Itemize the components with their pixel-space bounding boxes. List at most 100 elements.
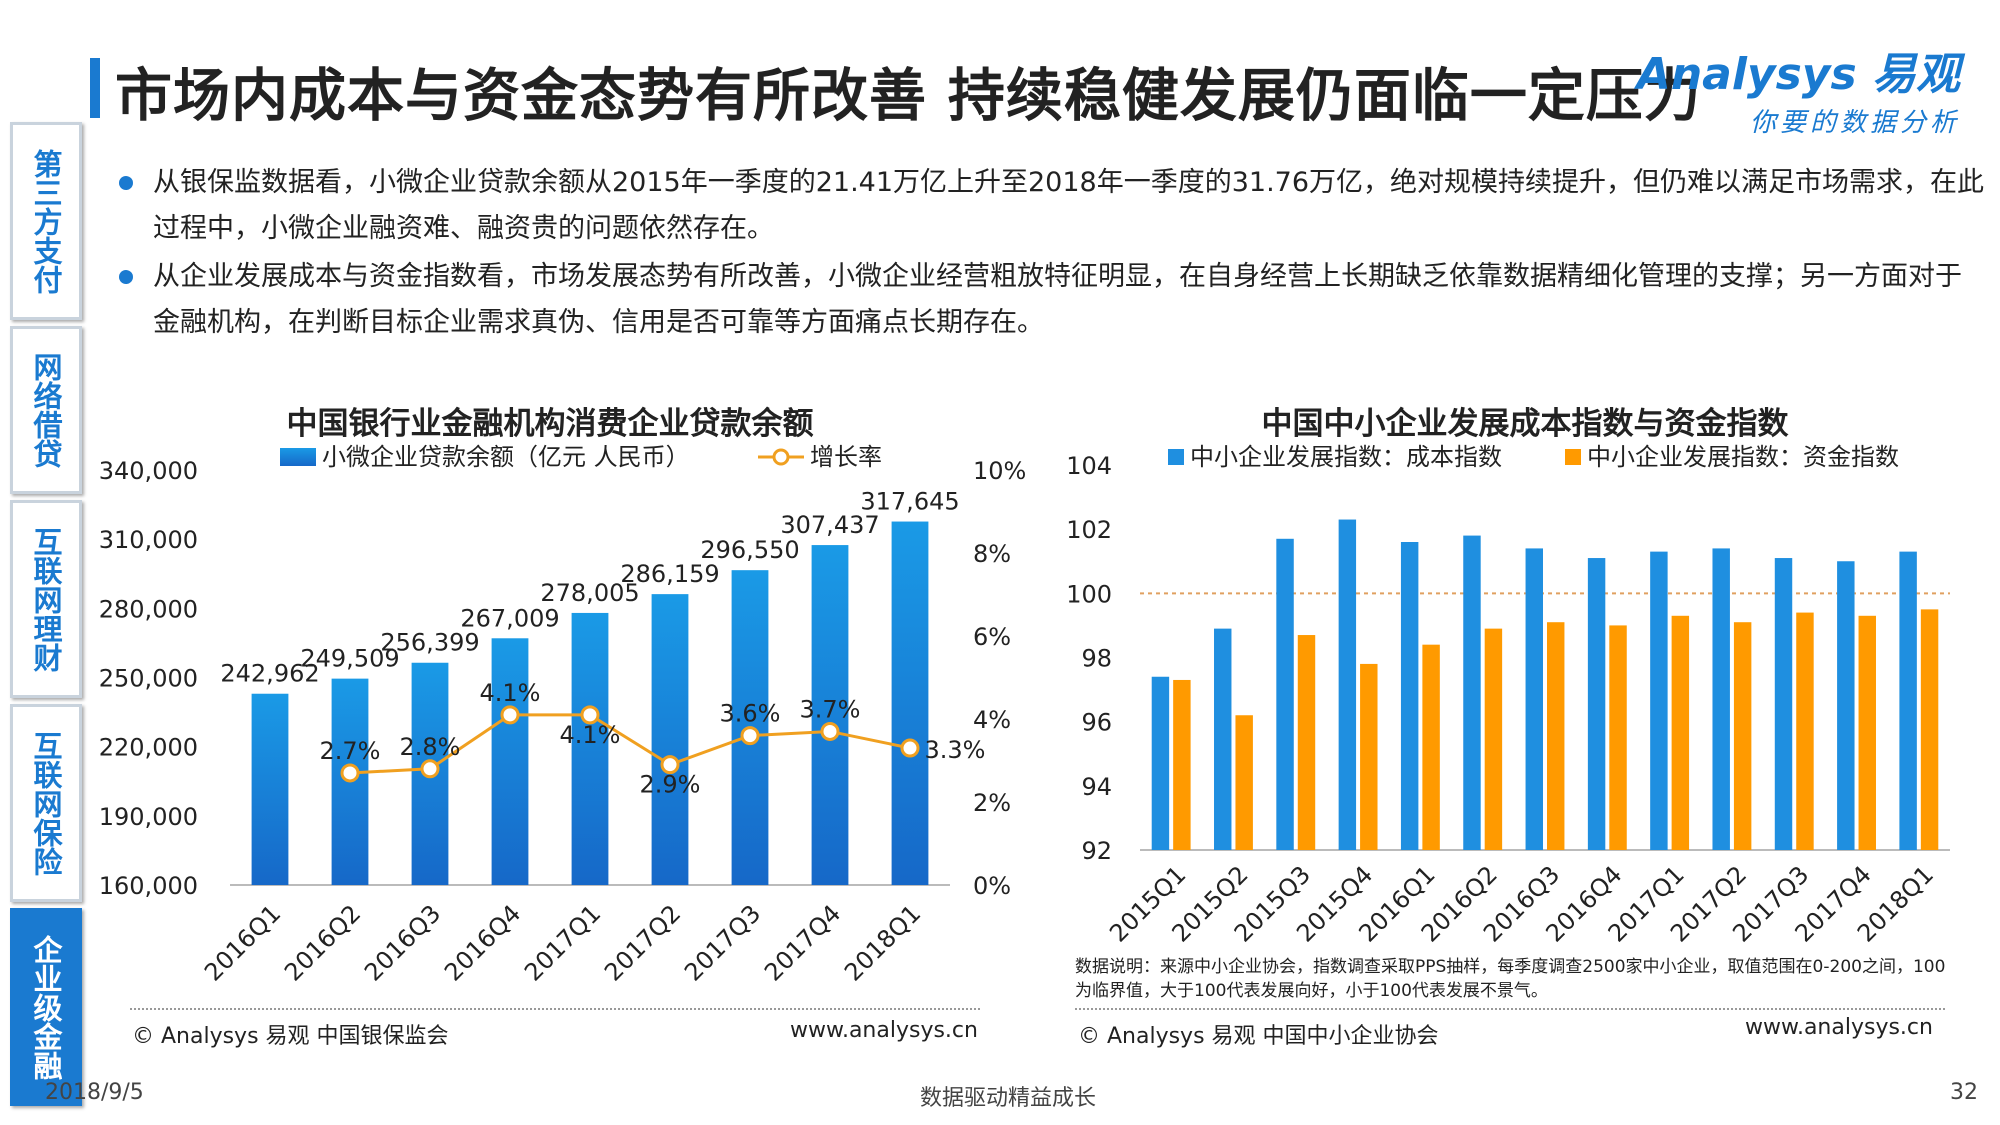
bar-cost-index: [1400, 542, 1419, 850]
growth-rate-point: [420, 759, 440, 779]
growth-rate-label: 3.3%: [925, 736, 986, 764]
sidebar-item-online-lending[interactable]: 网络借贷: [10, 326, 82, 494]
bar-loan-balance: [891, 521, 929, 885]
bar-fund-index: [1547, 622, 1565, 850]
bar-fund-index: [1733, 622, 1752, 850]
bar-cost-index: [1587, 558, 1606, 850]
bar-cost-index: [1774, 558, 1793, 850]
bar-loan-balance: [651, 594, 689, 885]
bar-data-label: 249,509: [300, 645, 399, 673]
x-tick-label: 2016Q4: [439, 899, 526, 986]
bar-fund-index: [1920, 609, 1939, 850]
legend-label-bar: 小微企业贷款余额（亿元 人民币）: [322, 443, 690, 471]
footer-date: 2018/9/5: [45, 1080, 144, 1105]
y-tick-label: 102: [1066, 516, 1112, 544]
left-source-divider: [130, 1008, 980, 1010]
right-source: © Analysys 易观 中国中小企业协会: [1078, 1024, 1439, 1049]
growth-rate-label: 3.7%: [800, 695, 861, 723]
bar-data-label: 307,437: [780, 511, 879, 539]
legend-swatch-bar: [280, 448, 316, 466]
bar-cost-index: [1463, 535, 1481, 850]
growth-rate-point: [820, 721, 840, 741]
growth-rate-point: [660, 755, 680, 775]
bar-loan-balance: [811, 545, 849, 885]
bar-cost-index: [1151, 676, 1170, 850]
growth-rate-point: [500, 705, 520, 725]
growth-rate-point: [740, 726, 760, 746]
bullet-item: 从银保监数据看，小微企业贷款余额从2015年一季度的21.41万亿上升至2018…: [115, 160, 1985, 252]
bar-data-label: 256,399: [380, 629, 479, 657]
y-tick-label: 280,000: [99, 595, 198, 623]
left-source-url[interactable]: www.analysys.cn: [790, 1018, 978, 1043]
bar-data-label: 278,005: [540, 579, 639, 607]
title-accent-bar: [90, 58, 100, 118]
growth-rate-label: 4.1%: [480, 679, 541, 707]
growth-rate-point: [340, 763, 360, 783]
y2-tick-label: 10%: [973, 457, 1026, 485]
sidebar-item-third-party-payment[interactable]: 第三方支付: [10, 122, 82, 320]
x-tick-label: 2017Q2: [599, 899, 686, 986]
y-tick-label: 94: [1081, 773, 1112, 801]
y2-tick-label: 4%: [973, 706, 1011, 734]
bar-fund-index: [1671, 615, 1690, 850]
sidebar-item-enterprise-finance[interactable]: 企业级金融: [10, 908, 82, 1106]
bar-fund-index: [1858, 615, 1876, 850]
bar-fund-index: [1796, 612, 1814, 850]
legend-swatch-fund: [1565, 449, 1581, 465]
y-tick-label: 220,000: [99, 734, 198, 762]
bar-cost-index: [1650, 551, 1668, 850]
right-chart: 中小企业发展指数：成本指数 中小企业发展指数：资金指数 92 94 96 98 100 102…: [1066, 443, 1950, 948]
x-tick-label: 2017Q4: [759, 899, 846, 986]
growth-rate-label: 4.1%: [560, 721, 621, 749]
y-tick-label: 92: [1081, 837, 1112, 865]
y-tick-label: 160,000: [99, 872, 198, 900]
y-tick-label: 250,000: [99, 665, 198, 693]
logo-main: Analysys 易观: [1636, 49, 1960, 100]
logo-sub: 你要的数据分析: [1749, 108, 1960, 138]
bar-data-label: 267,009: [460, 604, 559, 632]
sidebar-item-internet-wealth[interactable]: 互联网理财: [10, 500, 82, 698]
bar-fund-index: [1422, 644, 1440, 850]
bar-data-label: 286,159: [620, 560, 719, 588]
y2-tick-label: 6%: [973, 623, 1011, 651]
legend-label-fund: 中小企业发展指数：资金指数: [1587, 443, 1899, 471]
bar-loan-balance: [571, 612, 609, 885]
x-tick-label: 2016Q2: [279, 899, 366, 986]
bar-fund-index: [1360, 663, 1378, 850]
growth-rate-point: [900, 738, 920, 758]
bar-loan-balance: [491, 638, 529, 885]
bar-cost-index: [1712, 548, 1730, 850]
legend-swatch-marker: [772, 448, 790, 466]
growth-rate-label: 2.7%: [320, 737, 381, 765]
bar-fund-index: [1297, 635, 1316, 850]
bar-fund-index: [1484, 628, 1503, 850]
legend-label-line: 增长率: [810, 443, 882, 471]
bar-loan-balance: [251, 693, 289, 885]
x-tick-label: 2017Q3: [679, 899, 766, 986]
growth-rate-label: 2.8%: [400, 733, 461, 761]
y-tick-label: 340,000: [99, 457, 198, 485]
sidebar-item-internet-insurance[interactable]: 互联网保险: [10, 704, 82, 902]
growth-rate-line: [349, 713, 911, 775]
bar-fund-index: [1609, 625, 1627, 850]
bar-data-label: 242,962: [220, 660, 319, 688]
y2-tick-label: 0%: [973, 872, 1011, 900]
bar-cost-index: [1525, 548, 1543, 850]
left-source: © Analysys 易观 中国银保监会: [132, 1024, 449, 1049]
data-note: 数据说明：来源中小企业协会，指数调查采取PPS抽样，每季度调查2500家中小企业…: [1075, 957, 1946, 1001]
bullet-item: 从企业发展成本与资金指数看，市场发展态势有所改善，小微企业经营粗放特征明显，在自…: [115, 254, 1985, 346]
legend-label-cost: 中小企业发展指数：成本指数: [1190, 443, 1502, 471]
footer-slogan: 数据驱动精益成长: [920, 1086, 1097, 1111]
bar-cost-index: [1837, 561, 1855, 850]
x-tick-label: 2016Q3: [359, 899, 446, 986]
growth-rate-label: 2.9%: [640, 771, 701, 799]
bar-cost-index: [1214, 628, 1232, 850]
page-title: 市场内成本与资金态势有所改善 持续稳健发展仍面临一定压力: [115, 63, 1702, 129]
y-tick-label: 104: [1066, 452, 1112, 480]
right-source-divider: [1075, 1008, 1945, 1010]
x-tick-label: 2018Q1: [839, 899, 926, 986]
footer-page-number: 32: [1950, 1080, 1978, 1105]
bar-data-label: 296,550: [700, 536, 799, 564]
right-source-url[interactable]: www.analysys.cn: [1745, 1015, 1933, 1040]
y-tick-label: 96: [1081, 709, 1112, 737]
